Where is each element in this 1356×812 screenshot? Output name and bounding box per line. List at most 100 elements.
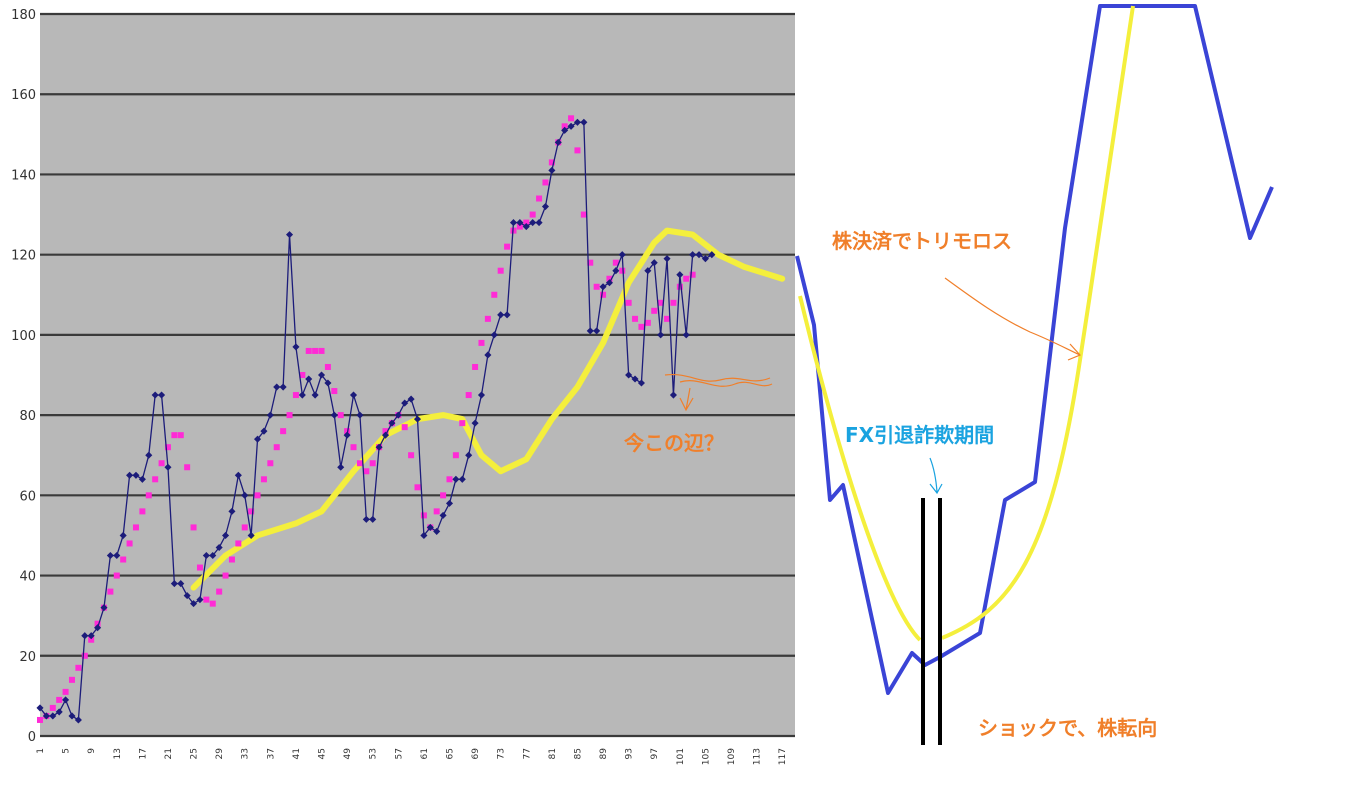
ma-point bbox=[267, 460, 274, 467]
y-axis-tick-labels: 0 20 40 60 80 100 120 140 160 180 bbox=[11, 8, 36, 745]
price-point bbox=[247, 531, 255, 539]
ma-point bbox=[600, 291, 607, 298]
gridlines bbox=[40, 12, 795, 738]
price-point bbox=[68, 712, 76, 720]
y-tick-label: 20 bbox=[19, 650, 36, 665]
price-point bbox=[87, 632, 95, 640]
x-tick-label: 21 bbox=[164, 748, 174, 759]
price-point bbox=[170, 580, 178, 588]
price-point bbox=[337, 463, 345, 471]
ma-point bbox=[312, 347, 319, 354]
arrow-to-trend-icon bbox=[944, 277, 1082, 361]
ma-point bbox=[420, 512, 427, 519]
ma-point bbox=[107, 588, 114, 595]
projected-price-line bbox=[795, 4, 1274, 695]
ma-point bbox=[126, 540, 133, 547]
annotation-around-here: 今この辺？ bbox=[624, 431, 724, 455]
price-point bbox=[509, 219, 518, 227]
ma-point bbox=[401, 424, 408, 431]
ma-point bbox=[568, 115, 575, 122]
ma-point bbox=[228, 556, 235, 563]
ma-point bbox=[88, 636, 95, 643]
x-tick-label: 61 bbox=[420, 748, 430, 759]
price-point bbox=[113, 551, 121, 560]
ma-point bbox=[203, 596, 210, 603]
price-point bbox=[657, 331, 665, 339]
ma-point bbox=[49, 704, 56, 711]
price-point bbox=[593, 327, 601, 335]
ma-point bbox=[542, 179, 549, 186]
x-tick-label: 45 bbox=[318, 748, 328, 759]
x-tick-label: 33 bbox=[241, 748, 251, 759]
price-point bbox=[477, 391, 486, 399]
ma-point bbox=[139, 508, 146, 515]
ma-point bbox=[158, 460, 165, 467]
price-point bbox=[663, 255, 671, 263]
ma-point bbox=[81, 652, 88, 659]
price-point bbox=[599, 283, 607, 291]
price-point bbox=[177, 580, 185, 588]
price-point bbox=[637, 379, 645, 387]
ma-point bbox=[37, 716, 43, 723]
ma-point bbox=[670, 299, 677, 306]
ma-point bbox=[248, 508, 255, 515]
ma-point bbox=[619, 267, 626, 274]
y-tick-label: 180 bbox=[11, 8, 36, 23]
price-point bbox=[689, 251, 697, 259]
ma-point bbox=[446, 476, 453, 483]
ma-point bbox=[145, 492, 152, 499]
ma-point bbox=[523, 219, 530, 226]
price-point bbox=[490, 331, 498, 339]
series-layer bbox=[36, 115, 786, 724]
x-tick-label: 17 bbox=[138, 748, 148, 759]
price-point bbox=[445, 499, 454, 507]
ma-point bbox=[491, 291, 498, 298]
x-tick-label: 53 bbox=[369, 748, 379, 759]
price-point bbox=[106, 551, 114, 560]
y-tick-label: 60 bbox=[19, 489, 36, 504]
ma-point bbox=[184, 464, 191, 471]
price-point bbox=[222, 531, 230, 539]
ma-point bbox=[548, 159, 555, 166]
price-point bbox=[669, 391, 677, 399]
ma-point bbox=[196, 564, 203, 571]
price-point bbox=[279, 383, 287, 391]
x-tick-label: 49 bbox=[343, 748, 353, 760]
price-point bbox=[554, 138, 562, 146]
price-point bbox=[426, 523, 434, 531]
price-point bbox=[151, 391, 159, 399]
ma-point bbox=[254, 492, 261, 499]
price-point bbox=[164, 463, 172, 471]
ma-point bbox=[369, 460, 376, 467]
projected-trend-curve-right bbox=[941, 5, 1135, 640]
ma-point bbox=[94, 620, 101, 627]
price-point bbox=[701, 255, 709, 263]
ma-point bbox=[664, 315, 671, 322]
price-point bbox=[292, 343, 300, 351]
ma-point bbox=[299, 372, 306, 378]
price-point bbox=[695, 251, 703, 259]
price-point bbox=[394, 411, 402, 419]
x-tick-label: 25 bbox=[190, 748, 200, 759]
x-tick-label: 105 bbox=[701, 748, 711, 765]
y-tick-label: 40 bbox=[19, 570, 36, 585]
ma-point bbox=[651, 307, 658, 314]
ma-point bbox=[382, 428, 389, 435]
ma-point bbox=[132, 524, 139, 531]
price-point bbox=[343, 431, 351, 439]
price-point bbox=[260, 427, 268, 435]
ma-point bbox=[529, 211, 536, 218]
price-point bbox=[305, 375, 313, 383]
price-point bbox=[433, 527, 441, 535]
y-tick-label: 100 bbox=[11, 329, 36, 344]
price-point bbox=[183, 592, 191, 600]
x-tick-label: 9 bbox=[87, 748, 97, 754]
ma-point bbox=[580, 211, 587, 218]
x-tick-label: 93 bbox=[625, 748, 635, 759]
price-point bbox=[241, 491, 249, 499]
price-point bbox=[541, 202, 550, 211]
x-tick-label: 13 bbox=[113, 748, 123, 759]
annotation-stock-settlement: 株決済でトリモロス bbox=[832, 229, 1012, 253]
y-tick-label: 80 bbox=[19, 409, 36, 424]
